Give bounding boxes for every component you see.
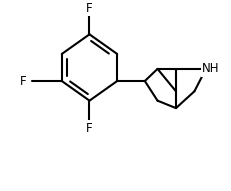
Text: F: F [86, 2, 92, 15]
Text: F: F [20, 74, 26, 87]
Text: F: F [86, 122, 92, 135]
Text: F: F [86, 122, 92, 135]
Text: F: F [20, 74, 26, 87]
Text: F: F [86, 2, 92, 15]
Text: NH: NH [201, 62, 219, 75]
Text: NH: NH [201, 62, 219, 75]
